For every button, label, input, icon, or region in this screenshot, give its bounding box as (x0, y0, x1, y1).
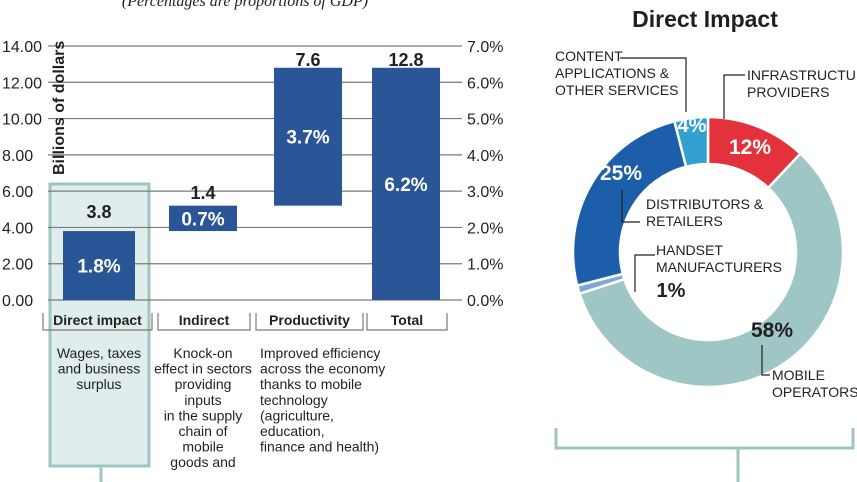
y-tick-label: 12.00 (2, 75, 42, 92)
category-description: effect in sectors (154, 361, 252, 377)
category-description: inputs (184, 392, 221, 408)
donut-chart: 12% 58% 25% 4% 1% INFRASTRUCTUREPROVIDERS CONT… (554, 48, 857, 482)
category-description: providing (175, 376, 232, 392)
bar-productivity (274, 67, 342, 206)
category-bracket (42, 313, 153, 331)
slice-category-label: MANUFACTURERS (656, 259, 782, 275)
slice-value-label: 4% (678, 115, 707, 137)
bar-value-label: 12.8 (388, 50, 423, 70)
category-description: Wages, taxes (57, 345, 141, 361)
slice-category-label: DISTRIBUTORS & (646, 196, 764, 212)
slice-category-label: MOBILE (772, 367, 825, 383)
y-tick-label: 0.00 (2, 293, 33, 310)
donut-slice-content-applications-other-services (672, 115, 710, 169)
waterfall-chart: 0.00 0.0% 2.00 1.0% 4.00 2.0% 6.00 3.0% 8.00 4.0%… (2, 39, 503, 482)
leader-line (761, 345, 770, 376)
slice-category-label: RETAILERS (646, 213, 723, 229)
category-description: Knock-on (173, 345, 232, 361)
category-description: chain of (178, 423, 227, 439)
y2-tick-label: 5.0% (467, 112, 503, 129)
x-category-label: Direct impact (53, 312, 142, 328)
x-category-label: Total (391, 312, 423, 328)
bar-percent-label: 1.8% (77, 257, 120, 278)
category-description: thanks to mobile (260, 376, 362, 392)
bar-total (372, 67, 440, 301)
category-bracket (366, 313, 448, 331)
y-tick-label: 2.00 (2, 257, 33, 274)
y2-tick-label: 0.0% (467, 293, 503, 310)
category-description: mobile (182, 439, 223, 455)
y2-tick-label: 1.0% (467, 257, 503, 274)
category-bracket (255, 313, 364, 331)
category-description: Improved efficiency (260, 345, 380, 361)
y-axis-title: Billions of dollars (51, 41, 68, 175)
category-description: across the economy (260, 361, 385, 377)
bar-value-label: 3.8 (86, 202, 111, 222)
bar-indirect (169, 205, 237, 232)
figure-subtitle: (Percentages are proportions of GDP) (122, 0, 368, 10)
slice-category-label: CONTENT (555, 48, 623, 64)
slice-category-label: OTHER SERVICES (555, 82, 678, 98)
y2-tick-label: 7.0% (467, 39, 503, 56)
bar-percent-label: 0.7% (181, 209, 224, 230)
x-category-label: Indirect (179, 312, 230, 328)
y2-tick-label: 4.0% (467, 148, 503, 165)
slice-value-label: 1% (657, 280, 686, 302)
slice-category-label: APPLICATIONS & (555, 65, 670, 81)
category-description: in the supply (164, 407, 243, 423)
slice-category-label: HANDSET (656, 242, 723, 258)
y-tick-label: 8.00 (2, 148, 33, 165)
y2-tick-label: 2.0% (467, 220, 503, 237)
category-description: technology (260, 392, 328, 408)
bar-value-label: 1.4 (190, 183, 215, 203)
direct-impact-bracket (554, 428, 855, 450)
y-tick-label: 4.00 (2, 220, 33, 237)
bar-value-label: 7.6 (295, 50, 320, 70)
slice-category-label: PROVIDERS (747, 84, 829, 100)
slice-value-label: 58% (751, 319, 793, 342)
category-description: education, (260, 423, 325, 439)
donut-slice-mobile-operators (578, 151, 845, 389)
leader-line (723, 74, 745, 119)
category-description: (agriculture, (260, 407, 334, 423)
bar-percent-label: 6.2% (384, 175, 427, 196)
y-tick-label: 10.00 (2, 112, 42, 129)
category-description: surplus (76, 376, 121, 392)
category-description: and business (58, 361, 141, 377)
y2-tick-label: 6.0% (467, 75, 503, 92)
leader-line (634, 254, 655, 292)
leader-line (620, 57, 687, 112)
slice-category-label: OPERATORS (772, 384, 857, 400)
bar-direct-impact (63, 231, 135, 300)
x-category-label: Productivity (269, 312, 350, 328)
category-bracket (157, 313, 251, 331)
slice-value-label: 12% (729, 136, 771, 159)
direct-impact-highlight (48, 182, 151, 468)
y-tick-label: 6.00 (2, 184, 33, 201)
slice-value-label: 25% (600, 162, 642, 185)
category-description: goods and (170, 454, 235, 470)
donut-title: Direct Impact (632, 6, 778, 32)
slice-category-label: INFRASTRUCTURE (747, 67, 857, 83)
bar-percent-label: 3.7% (286, 128, 329, 149)
y-tick-label: 14.00 (2, 39, 42, 56)
leader-line (621, 190, 640, 223)
y2-tick-label: 3.0% (467, 184, 503, 201)
category-description: finance and health) (260, 439, 379, 455)
